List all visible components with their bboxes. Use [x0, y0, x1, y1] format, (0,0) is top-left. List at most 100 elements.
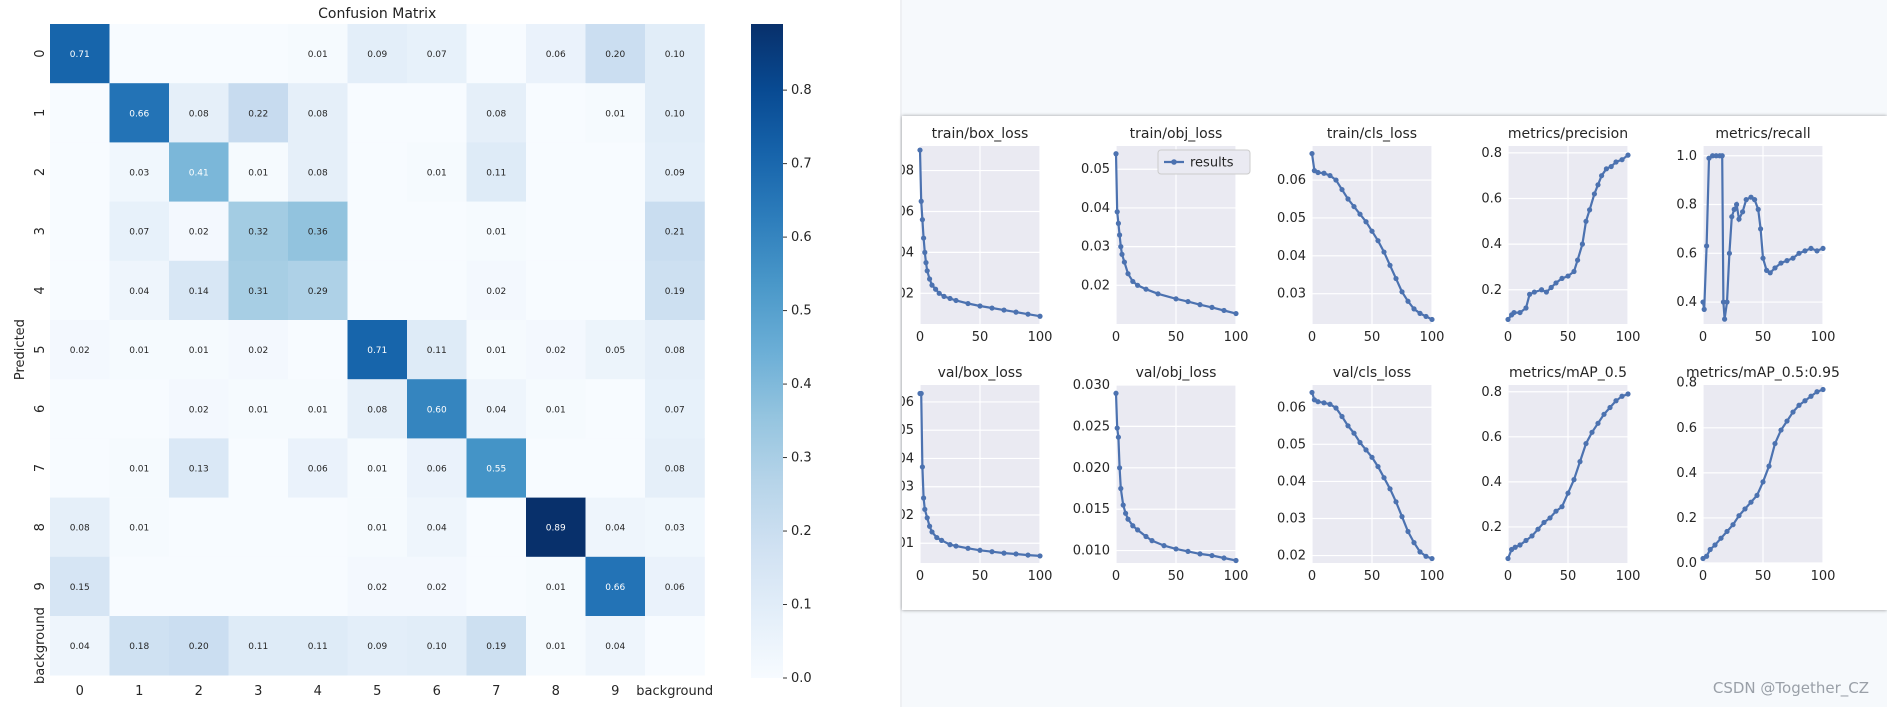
subplot-title: metrics/mAP_0.5: [1509, 365, 1627, 381]
cell-value-label: 0.09: [367, 642, 387, 652]
cell-value-label: 0.66: [605, 583, 625, 593]
data-point: [1720, 299, 1726, 305]
data-point: [1375, 238, 1381, 244]
heatmap-cell: [645, 616, 705, 676]
data-point: [947, 542, 953, 548]
heatmap-cell: [585, 24, 646, 84]
cell-value-label: 0.02: [367, 583, 387, 593]
y-tick-label: 0.6: [1481, 191, 1502, 206]
data-point: [1115, 220, 1121, 226]
confusion-matrix-panel: Confusion Matrix 0.71 0.01 0.09 0.07 0.06 0.20…: [0, 0, 900, 707]
heatmap-cell: [169, 24, 229, 84]
data-point: [1559, 504, 1565, 510]
data-point: [1704, 243, 1710, 249]
heatmap-cell: [288, 201, 348, 262]
y-tick-label: background: [33, 607, 48, 684]
heatmap-cell: [526, 438, 586, 498]
x-tick-label: 100: [1028, 330, 1053, 345]
data-point: [1221, 555, 1227, 561]
data-point: [1523, 537, 1529, 544]
cell-value-label: 0.06: [308, 465, 328, 475]
data-point: [1173, 546, 1179, 552]
data-point: [953, 297, 959, 304]
data-point: [1135, 282, 1141, 288]
heatmap-cell: [526, 142, 586, 202]
y-tick-label: 0: [33, 49, 48, 57]
data-point: [1529, 533, 1535, 539]
data-point: [1363, 219, 1369, 225]
data-point: [1579, 241, 1585, 247]
data-point: [977, 303, 983, 309]
heatmap-cell: [109, 379, 170, 439]
heatmap-cell: [228, 260, 289, 321]
cell-value-label: 0.01: [546, 583, 566, 593]
heatmap-cell: [526, 556, 586, 617]
heatmap-cell: [645, 497, 705, 558]
heatmap-cell: [645, 260, 705, 321]
data-point: [919, 464, 925, 470]
data-point: [1399, 289, 1405, 295]
data-point: [1701, 306, 1707, 312]
heatmap-cell: [228, 556, 289, 617]
heatmap-cell: [407, 497, 467, 558]
y-tick-label: 0.4: [1481, 237, 1502, 252]
heatmap-cell: [50, 379, 110, 439]
heatmap-cell: [526, 24, 586, 84]
data-point: [1712, 542, 1718, 548]
x-tick-label: 50: [1755, 330, 1772, 345]
colorbar-tick-label: 0.6: [791, 230, 812, 245]
heatmap-cell: [228, 142, 289, 202]
data-point: [1820, 386, 1826, 393]
cell-value-label: 0.10: [665, 50, 685, 60]
heatmap-cell: [228, 438, 289, 498]
cell-value-label: 0.01: [546, 642, 566, 652]
cell-value-label: 0.20: [189, 642, 209, 652]
results-subplot: 0 50 100 0.02 0.04 0.06 0.08 train/box_loss: [885, 126, 1053, 345]
y-tick-label: 0.03: [1081, 240, 1110, 255]
data-point: [936, 290, 942, 296]
y-tick-label: 0.04: [1081, 201, 1110, 216]
heatmap-cell: [169, 616, 229, 676]
data-point: [1309, 389, 1315, 396]
data-point: [977, 547, 983, 553]
x-tick-label: 50: [1364, 330, 1381, 345]
heatmap-cell: [347, 83, 408, 143]
x-tick-label: 5: [373, 684, 381, 699]
heatmap-cell: [288, 83, 348, 143]
cell-value-label: 0.11: [427, 346, 447, 356]
data-point: [1547, 515, 1553, 521]
heatmap-cell: [526, 320, 586, 380]
colorbar: [751, 24, 783, 678]
cell-value-label: 0.04: [129, 287, 149, 297]
heatmap-cell: [169, 379, 229, 439]
x-tick-label: 100: [1616, 330, 1641, 345]
data-point: [1743, 197, 1749, 203]
heatmap-cell: [169, 320, 229, 380]
x-tick-label: 0: [1699, 330, 1707, 345]
heatmap-cell: [169, 497, 229, 558]
cell-value-label: 0.04: [70, 642, 90, 652]
x-tick-label: 100: [1420, 330, 1445, 345]
y-tick-label: 0.0: [1676, 556, 1697, 571]
heatmap-cell: [526, 83, 586, 143]
data-point: [1548, 284, 1554, 291]
data-point: [1327, 172, 1333, 179]
data-point: [1173, 296, 1179, 302]
data-point: [1143, 533, 1149, 540]
chart-title: Confusion Matrix: [318, 6, 436, 22]
colorbar-tick-label: 0.8: [791, 83, 812, 98]
data-point: [1113, 151, 1119, 157]
cell-value-label: 0.02: [70, 346, 90, 356]
heatmap-cell: [109, 201, 170, 262]
heatmap-cell: [228, 497, 289, 558]
data-point: [1808, 245, 1814, 252]
heatmap-cell: [109, 83, 170, 143]
data-point: [1613, 398, 1619, 404]
data-point: [1345, 196, 1351, 202]
data-point: [1790, 409, 1796, 415]
cell-value-label: 0.89: [546, 524, 566, 534]
y-tick-label: 0.05: [1277, 211, 1306, 226]
y-tick-label: 7: [33, 464, 48, 472]
data-point: [1802, 248, 1808, 254]
data-point: [929, 282, 935, 288]
